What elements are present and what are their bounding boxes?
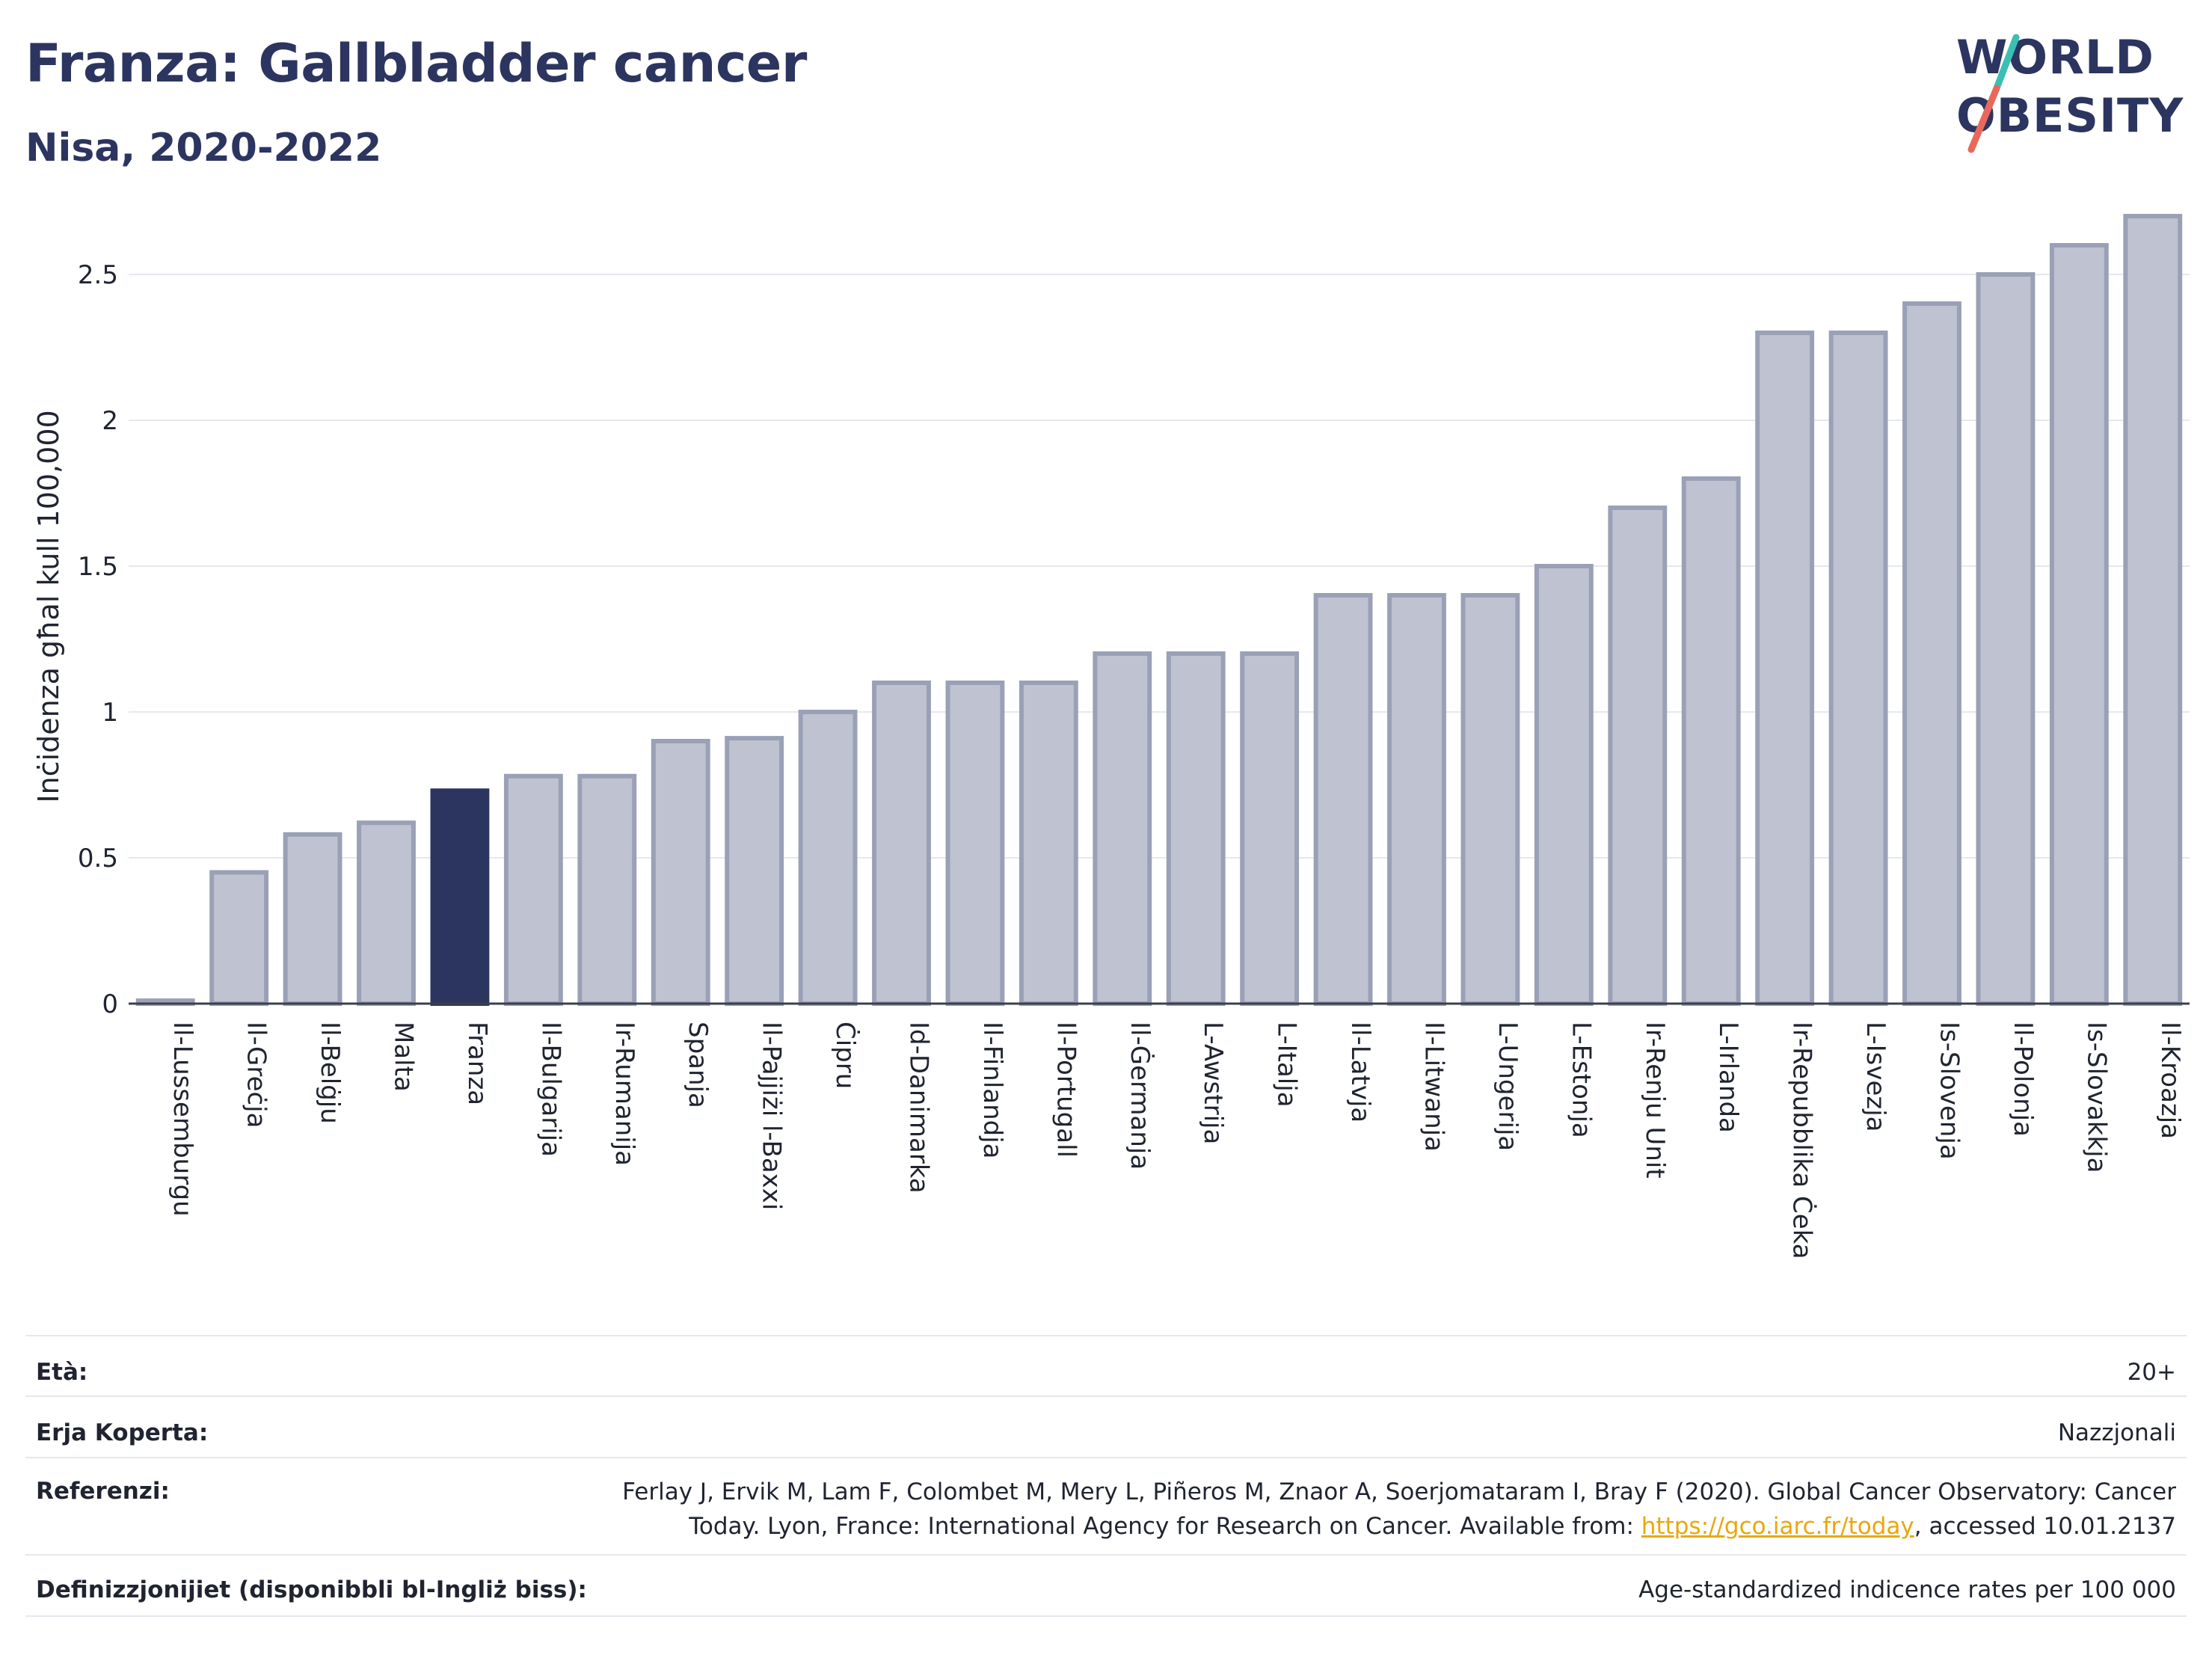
bar-is-slovakkja [2049, 243, 2109, 1006]
area-value: Nazzjonali [2057, 1419, 2176, 1446]
bar-ir-renju-unit [1608, 506, 1668, 1006]
references-label: Referenzi: [36, 1478, 170, 1505]
x-tick-label: Ir-Renju Unit [1640, 1022, 1670, 1179]
bar-l-irlanda [1681, 476, 1741, 1006]
x-tick-label: Is-Slovenja [1935, 1022, 1964, 1160]
x-tick-labels: Il-Lussemburgu Il-Greċja Il-Belġju Malta Fra… [168, 1022, 2185, 1259]
bars [135, 214, 2183, 1007]
x-tick-label: Il-Bulgarija [535, 1022, 565, 1157]
bar-il-finlandja [945, 681, 1005, 1006]
bar-l-awstrija [1166, 651, 1226, 1006]
y-tick-label: 2.5 [78, 260, 118, 290]
reference-text-line1: Ferlay J, Ervik M, Lam F, Colombet M, Me… [622, 1479, 2176, 1505]
y-tick-label: 2 [102, 406, 118, 436]
y-tick-label: 1 [102, 698, 118, 728]
bar-ir-repubblika-eka [1755, 331, 1815, 1006]
bar-il-litwanja [1387, 593, 1446, 1006]
x-tick-label: Is-Slovakkja [2081, 1022, 2111, 1173]
bar-id-danimarka [872, 681, 931, 1006]
bar-ir-rumanija [577, 773, 637, 1007]
world-obesity-logo: WORLD OBESITY [1956, 30, 2183, 153]
info-row-area: Erja Koperta: Nazzjonali [25, 1395, 2187, 1457]
x-tick-label: Malta [389, 1022, 419, 1092]
bar-il-bel-ju [283, 832, 342, 1007]
x-tick-label: Il-Kroazja [2155, 1022, 2185, 1139]
definitions-value: Age-standardized indicence rates per 100… [1638, 1576, 2176, 1603]
x-tick-label: Il-Latvja [1345, 1022, 1375, 1123]
x-tick-label: Il-Lussemburgu [168, 1022, 197, 1217]
bar-l-ungerija [1460, 593, 1520, 1006]
age-value: 20+ [2127, 1359, 2176, 1386]
x-tick-label: Spanja [683, 1022, 713, 1108]
page-subtitle: Nisa, 2020-2022 [25, 126, 382, 171]
x-tick-label: Il-Litwanja [1419, 1022, 1449, 1152]
x-tick-label: Ir-Rumanija [609, 1022, 639, 1166]
y-axis-title: Inċidenza għal kull 100,000 [32, 410, 65, 802]
info-row-references: Referenzi: Ferlay J, Ervik M, Lam F, Col… [25, 1457, 2187, 1556]
bar-l-estonja [1534, 564, 1594, 1006]
age-label: Età: [36, 1359, 88, 1386]
x-tick-label: Il-Portugall [1051, 1022, 1081, 1158]
x-tick-label: L-Ungerija [1493, 1022, 1523, 1151]
bar-chart: 0 0.5 1 1.5 2 2.5 Il-Lussemburgu Il-Greċja Il-B… [32, 214, 2190, 1259]
x-tick-label: L-Estonja [1566, 1022, 1596, 1138]
reference-text-line2: Today. Lyon, France: International Agenc… [689, 1513, 1641, 1540]
bar-il-kroazja [2123, 214, 2183, 1006]
x-tick-label: L-Italja [1272, 1022, 1302, 1108]
bar-il-polonja [1976, 272, 2036, 1006]
bar-malta [357, 820, 416, 1006]
y-tick-label: 1.5 [78, 552, 118, 582]
x-tick-label: L-Irlanda [1713, 1022, 1743, 1133]
info-row-definitions: Definizzjonijiet (disponibbli bl-Ingliż … [25, 1554, 2187, 1617]
bar-franza [430, 788, 490, 1007]
bar-il-portugall [1019, 681, 1078, 1006]
x-tick-label: Id-Danimarka [904, 1022, 934, 1194]
x-tick-label: L-Awstrija [1198, 1022, 1228, 1144]
bar-l-isvezja [1828, 331, 1888, 1006]
x-tick-label: Il-Ġermanja [1125, 1022, 1155, 1170]
x-tick-label: Il-Belġju [315, 1022, 345, 1124]
table-bottom-border [25, 1615, 2187, 1617]
area-label: Erja Koperta: [36, 1419, 209, 1446]
x-tick-label: Franza [462, 1022, 492, 1105]
bar-il-ermanja [1093, 651, 1152, 1006]
bar-is-slovenja [1902, 301, 1961, 1006]
x-tick-label: Il-Pajjiżi l-Baxxi [757, 1022, 787, 1210]
x-tick-label: Il-Polonja [2008, 1022, 2038, 1137]
bar-il-bulgarija [503, 773, 563, 1007]
bar-il-latvja [1313, 593, 1373, 1006]
bar-spanja [651, 739, 710, 1006]
reference-link[interactable]: https://gco.iarc.fr/today [1641, 1513, 1914, 1540]
definitions-label: Definizzjonijiet (disponibbli bl-Ingliż … [36, 1576, 587, 1603]
reference-text-line3: , accessed 10.01.2137 [1914, 1513, 2176, 1540]
x-tick-label: Ċipru [830, 1022, 861, 1089]
bar-il-gre-ja [209, 870, 269, 1006]
page-title: Franza: Gallbladder cancer [25, 33, 807, 94]
references-value: Ferlay J, Ervik M, Lam F, Colombet M, Me… [568, 1475, 2176, 1544]
y-tick-label: 0.5 [78, 844, 118, 873]
x-tick-label: L-Isvezja [1861, 1022, 1890, 1132]
svg-text:WORLD: WORLD [1956, 30, 2154, 85]
x-tick-label: Il-Greċja [242, 1022, 271, 1128]
bar-il-pajji-i-l-baxxi [725, 736, 784, 1006]
bar-l-italja [1240, 651, 1300, 1006]
x-tick-label: Il-Finlandja [977, 1022, 1007, 1159]
bar--ipru [798, 710, 858, 1006]
info-row-age: Età: 20+ [25, 1335, 2187, 1396]
y-tick-label: 0 [102, 989, 118, 1019]
y-tick-labels: 0 0.5 1 1.5 2 2.5 [78, 260, 118, 1019]
x-tick-label: Ir-Repubblika Ċeka [1787, 1022, 1818, 1259]
